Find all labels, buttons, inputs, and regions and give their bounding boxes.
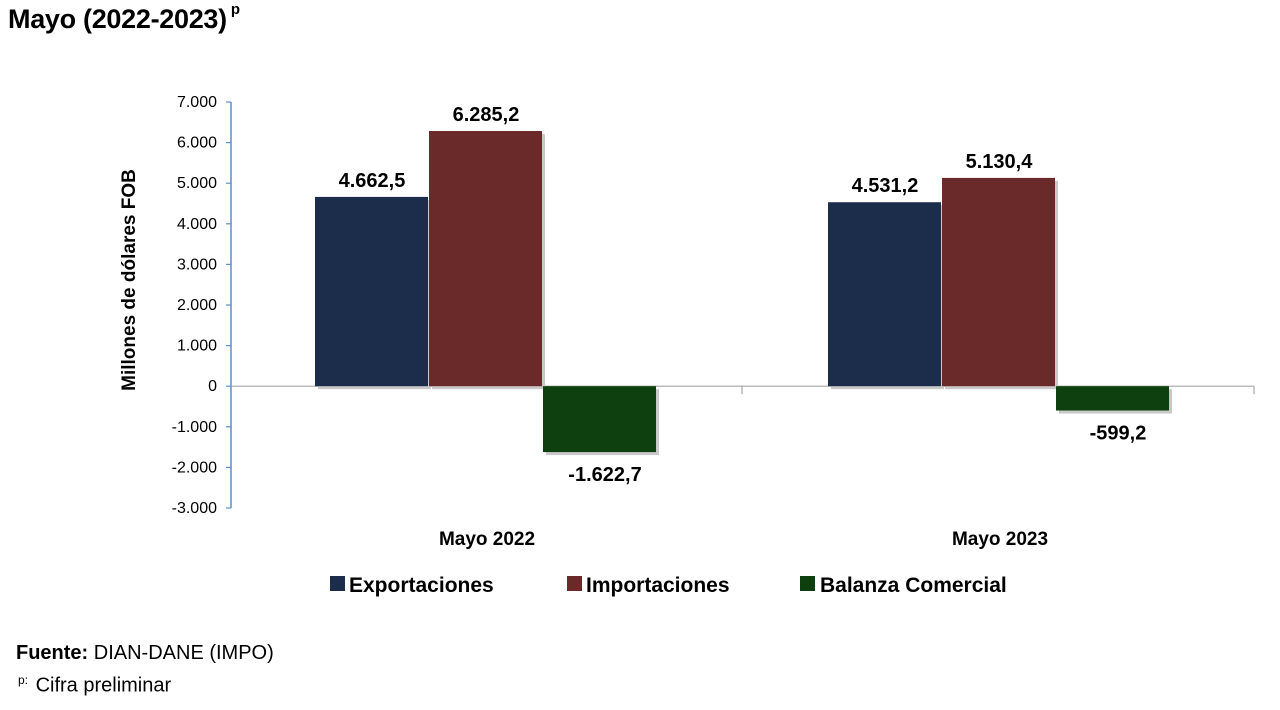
- y-axis-title: Millones de dólares FOB: [119, 169, 140, 391]
- note-text: Cifra preliminar: [30, 674, 172, 697]
- preliminary-note: p: Cifra preliminar: [18, 673, 171, 698]
- bar-balanza-comercial: [543, 386, 656, 453]
- y-tick-label: 7.000: [177, 94, 217, 111]
- source-text: DIAN-DANE (IMPO): [88, 642, 274, 664]
- y-tick-label: -3.000: [172, 500, 217, 517]
- bar-chart: 7.000 6.000 5.000 4.000 3.000 2.000 1.000 0 -1.0…: [119, 94, 1255, 597]
- y-tick-label: 5.000: [177, 175, 217, 192]
- x-category-label: Mayo 2022: [439, 529, 535, 550]
- source-note: Fuente: DIAN-DANE (IMPO): [16, 642, 274, 665]
- y-tick-label: 6.000: [177, 135, 217, 152]
- bar-exportaciones: [828, 202, 941, 387]
- y-tick-label: 0: [208, 378, 217, 395]
- chart-title-text: Mayo (2022-2023): [8, 4, 227, 34]
- y-tick-label: 1.000: [177, 338, 217, 355]
- data-label: -599,2: [1090, 423, 1147, 445]
- legend-label: Balanza Comercial: [820, 574, 1007, 597]
- legend-swatch: [567, 576, 582, 591]
- y-tick-label: 3.000: [177, 256, 217, 273]
- data-label: 4.662,5: [339, 170, 406, 192]
- bar-importaciones: [942, 177, 1055, 387]
- legend-label: Exportaciones: [349, 574, 494, 597]
- x-category-label: Mayo 2023: [952, 529, 1048, 550]
- data-label: -1.622,7: [568, 464, 641, 486]
- bar-importaciones: [429, 131, 542, 387]
- data-label: 5.130,4: [966, 151, 1034, 173]
- chart-title-superscript: p: [230, 1, 240, 18]
- y-tick-label: 2.000: [177, 297, 217, 314]
- data-label: 6.285,2: [453, 104, 520, 126]
- legend-swatch: [800, 576, 815, 591]
- y-tick-label: -2.000: [172, 459, 217, 476]
- note-superscript: p:: [18, 673, 29, 687]
- y-tick-label: -1.000: [172, 419, 217, 436]
- source-label: Fuente:: [16, 642, 89, 664]
- y-tick-label: 4.000: [177, 216, 217, 233]
- bar-exportaciones: [315, 196, 428, 387]
- chart-title: Mayo (2022-2023) p: [8, 1, 240, 35]
- bar-balanza-comercial: [1056, 386, 1169, 411]
- legend-swatch: [330, 576, 345, 591]
- data-label: 4.531,2: [852, 175, 919, 197]
- legend-label: Importaciones: [586, 574, 730, 597]
